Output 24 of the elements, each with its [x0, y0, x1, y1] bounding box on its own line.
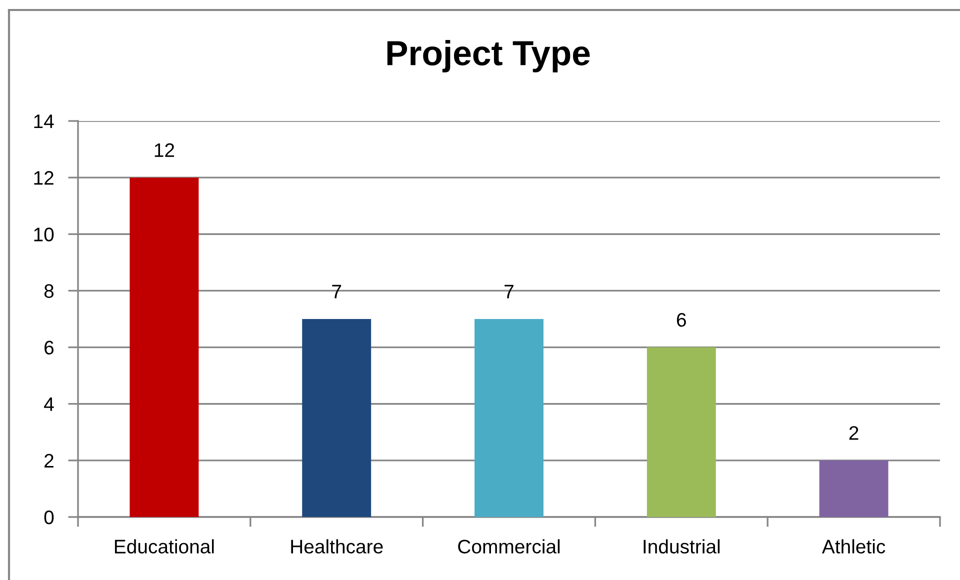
y-tick-label: 4: [44, 398, 54, 411]
data-label: 7: [504, 284, 514, 298]
y-tick-label: 10: [34, 228, 54, 242]
y-tick-label: 8: [44, 284, 54, 298]
data-label: 7: [332, 284, 342, 298]
data-label: 2: [849, 426, 858, 440]
x-tick-label: Educational: [114, 539, 214, 554]
x-tick-label: Commercial: [458, 539, 560, 554]
bar: [646, 347, 716, 517]
x-tick-label: Athletic: [822, 539, 886, 554]
data-label: 12: [154, 143, 174, 157]
y-tick-label: 0: [44, 510, 54, 524]
bar: [302, 319, 372, 517]
y-tick-label: 14: [34, 114, 54, 128]
y-tick-label: 12: [34, 171, 54, 185]
data-label: 6: [676, 313, 686, 327]
bar: [819, 460, 888, 517]
bar: [130, 178, 199, 517]
y-tick-label: 2: [44, 454, 54, 468]
chart-title: Project Type: [387, 40, 590, 72]
y-tick-label: 6: [44, 340, 54, 355]
x-tick-label: Healthcare: [291, 539, 383, 554]
bar: [474, 319, 544, 517]
x-tick-label: Industrial: [644, 539, 720, 554]
